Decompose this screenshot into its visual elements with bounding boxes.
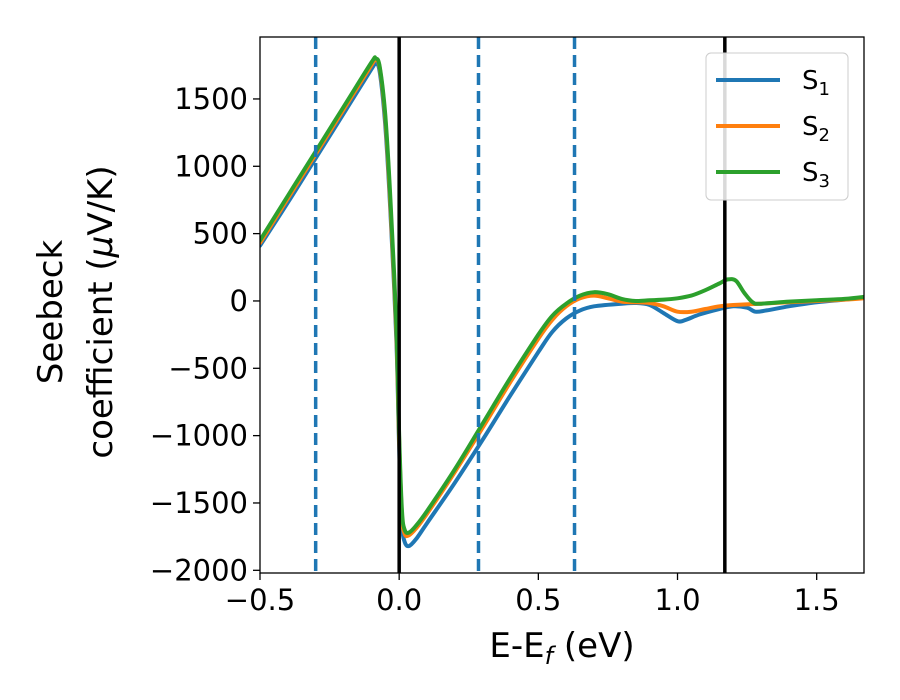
series-line-s3	[260, 55, 864, 536]
x-axis: −0.5 0.0 0.5 1.0 1.5	[225, 573, 840, 617]
y-tick-label: 0	[230, 284, 248, 318]
series-layer	[260, 55, 864, 549]
y-tick-label: 1000	[174, 149, 248, 183]
y-tick-label: −500	[168, 351, 248, 385]
legend: S1 S2 S3	[705, 52, 849, 201]
y-axis-label-line1: Seebeck	[31, 240, 71, 385]
legend-label-s2: S2	[802, 112, 830, 146]
plot-frame	[259, 36, 865, 574]
y-tick-label: −2000	[150, 553, 248, 587]
y-tick-label: 500	[193, 217, 248, 251]
y-tick-label: −1500	[150, 486, 248, 520]
y-axis: −2000 −1500 −1000 −500 0 500 1000 1500	[150, 82, 260, 587]
x-tick-label: 0.5	[515, 583, 561, 617]
x-axis-label: E-Ef (eV)	[489, 626, 634, 670]
legend-label-s1: S1	[802, 66, 830, 100]
y-tick-label: 1500	[174, 82, 248, 116]
x-tick-label: −0.5	[225, 583, 295, 617]
x-tick-label: 0.0	[376, 583, 422, 617]
legend-label-s3: S3	[802, 158, 830, 192]
x-tick-label: 1.5	[794, 583, 840, 617]
y-axis-label-line2: coefficient (μV/K)	[81, 165, 121, 458]
y-axis-label: Seebeck coefficient (μV/K)	[31, 165, 121, 458]
x-tick-label: 1.0	[654, 583, 700, 617]
x-axis-label-unit: (eV)	[553, 626, 635, 666]
y-tick-label: −1000	[150, 419, 248, 453]
